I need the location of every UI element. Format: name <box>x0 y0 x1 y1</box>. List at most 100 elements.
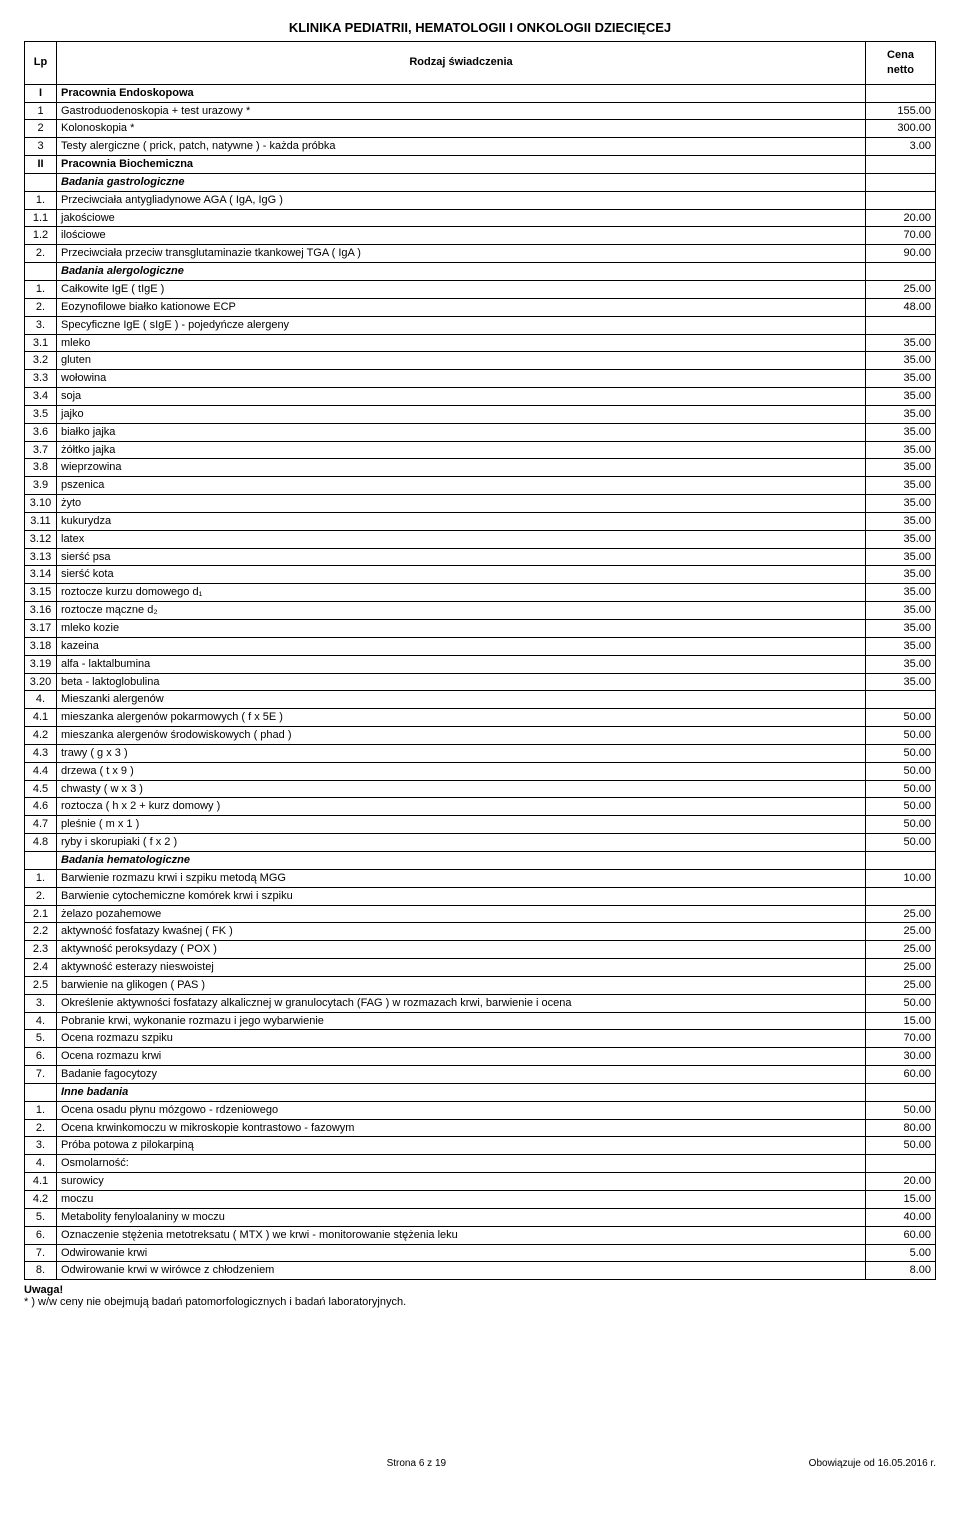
table-row: 2Kolonoskopia *300.00 <box>25 120 936 138</box>
cell-lp: 1. <box>25 1101 57 1119</box>
cell-desc: aktywność esterazy nieswoistej <box>57 959 866 977</box>
cell-desc: moczu <box>57 1191 866 1209</box>
table-row: 1.2ilościowe70.00 <box>25 227 936 245</box>
cell-desc: roztocze kurzu domowego d₁ <box>57 584 866 602</box>
cell-price: 20.00 <box>866 209 936 227</box>
table-row: 3.17mleko kozie35.00 <box>25 620 936 638</box>
table-row: 3.15roztocze kurzu domowego d₁35.00 <box>25 584 936 602</box>
cell-lp: 1.2 <box>25 227 57 245</box>
table-row: 4.1mieszanka alergenów pokarmowych ( f x… <box>25 709 936 727</box>
cell-lp: 3. <box>25 316 57 334</box>
table-row: 3.20beta - laktoglobulina35.00 <box>25 673 936 691</box>
cell-desc: Metabolity fenyloalaniny w moczu <box>57 1208 866 1226</box>
table-row: 3.4soja35.00 <box>25 388 936 406</box>
cell-price: 25.00 <box>866 959 936 977</box>
cell-lp: 4.1 <box>25 709 57 727</box>
cell-price: 35.00 <box>866 620 936 638</box>
cell-lp: 4.7 <box>25 816 57 834</box>
table-row: 4.3trawy ( g x 3 )50.00 <box>25 744 936 762</box>
table-row: 3.14sierść kota35.00 <box>25 566 936 584</box>
cell-desc: żółtko jajka <box>57 441 866 459</box>
cell-desc: mieszanka alergenów pokarmowych ( f x 5E… <box>57 709 866 727</box>
cell-price: 35.00 <box>866 637 936 655</box>
cell-price: 35.00 <box>866 495 936 513</box>
table-row: 2.Eozynofilowe białko kationowe ECP48.00 <box>25 298 936 316</box>
cell-desc: barwienie na glikogen ( PAS ) <box>57 976 866 994</box>
table-row: 1.Całkowite IgE ( tIgE )25.00 <box>25 280 936 298</box>
table-row: 3.1mleko35.00 <box>25 334 936 352</box>
cell-lp: 3.16 <box>25 602 57 620</box>
cell-desc: sierść psa <box>57 548 866 566</box>
cell-desc: Przeciwciała antygliadynowe AGA ( IgA, I… <box>57 191 866 209</box>
cell-lp: 3.20 <box>25 673 57 691</box>
cell-lp: 5. <box>25 1030 57 1048</box>
cell-lp: 4.8 <box>25 834 57 852</box>
cell-lp: 2. <box>25 1119 57 1137</box>
cell-desc: Badania gastrologiczne <box>57 173 866 191</box>
cell-price: 35.00 <box>866 512 936 530</box>
table-row: 1.Przeciwciała antygliadynowe AGA ( IgA,… <box>25 191 936 209</box>
table-row: 1Gastroduodenoskopia + test urazowy *155… <box>25 102 936 120</box>
cell-price: 30.00 <box>866 1048 936 1066</box>
cell-lp: 6. <box>25 1226 57 1244</box>
cell-price: 35.00 <box>866 459 936 477</box>
cell-price: 50.00 <box>866 762 936 780</box>
cell-price: 80.00 <box>866 1119 936 1137</box>
cell-desc: sierść kota <box>57 566 866 584</box>
cell-desc: wołowina <box>57 370 866 388</box>
cell-desc: Osmolarność: <box>57 1155 866 1173</box>
table-row: 3.18kazeina35.00 <box>25 637 936 655</box>
page-footer: Strona 6 z 19 Obowiązuje od 16.05.2016 r… <box>24 1458 936 1469</box>
cell-lp: 4.1 <box>25 1173 57 1191</box>
header-price: Cena netto <box>866 42 936 85</box>
cell-desc: Odwirowanie krwi w wirówce z chłodzeniem <box>57 1262 866 1280</box>
cell-desc: roztocze mączne d₂ <box>57 602 866 620</box>
cell-desc: Specyficzne IgE ( sIgE ) - pojedyńcze al… <box>57 316 866 334</box>
cell-lp: 4.3 <box>25 744 57 762</box>
table-row: 2.4aktywność esterazy nieswoistej25.00 <box>25 959 936 977</box>
cell-lp <box>25 851 57 869</box>
cell-lp: 3.6 <box>25 423 57 441</box>
cell-lp: 4.2 <box>25 1191 57 1209</box>
cell-lp: 2. <box>25 887 57 905</box>
table-row: 4.5chwasty ( w x 3 )50.00 <box>25 780 936 798</box>
table-row: 3.7żółtko jajka35.00 <box>25 441 936 459</box>
cell-price: 35.00 <box>866 548 936 566</box>
table-row: IIPracownia Biochemiczna <box>25 156 936 174</box>
page-number: Strona 6 z 19 <box>24 1458 809 1469</box>
cell-price: 50.00 <box>866 1137 936 1155</box>
cell-price: 50.00 <box>866 1101 936 1119</box>
cell-price: 35.00 <box>866 370 936 388</box>
table-row: 3Testy alergiczne ( prick, patch, natywn… <box>25 138 936 156</box>
cell-lp: 4.5 <box>25 780 57 798</box>
cell-lp: 3.2 <box>25 352 57 370</box>
cell-desc: Odwirowanie krwi <box>57 1244 866 1262</box>
cell-price: 25.00 <box>866 905 936 923</box>
cell-desc: trawy ( g x 3 ) <box>57 744 866 762</box>
cell-price: 48.00 <box>866 298 936 316</box>
cell-lp <box>25 173 57 191</box>
table-row: 4.4drzewa ( t x 9 )50.00 <box>25 762 936 780</box>
footnote-block: Uwaga! * ) w/w ceny nie obejmują badań p… <box>24 1284 936 1308</box>
cell-desc: Pracownia Biochemiczna <box>57 156 866 174</box>
cell-lp: 1. <box>25 869 57 887</box>
cell-price: 35.00 <box>866 584 936 602</box>
cell-desc: aktywność peroksydazy ( POX ) <box>57 941 866 959</box>
cell-price: 155.00 <box>866 102 936 120</box>
cell-lp: 3.5 <box>25 405 57 423</box>
cell-desc: drzewa ( t x 9 ) <box>57 762 866 780</box>
table-row: 7.Odwirowanie krwi5.00 <box>25 1244 936 1262</box>
cell-price <box>866 316 936 334</box>
cell-price: 50.00 <box>866 744 936 762</box>
cell-lp: II <box>25 156 57 174</box>
cell-price: 8.00 <box>866 1262 936 1280</box>
cell-price <box>866 1083 936 1101</box>
cell-lp: 4.6 <box>25 798 57 816</box>
cell-desc: żelazo pozahemowe <box>57 905 866 923</box>
cell-lp: 3. <box>25 994 57 1012</box>
table-row: 4.8ryby i skorupiaki ( f x 2 )50.00 <box>25 834 936 852</box>
table-row: Badania gastrologiczne <box>25 173 936 191</box>
cell-desc: mleko kozie <box>57 620 866 638</box>
cell-desc: Barwienie cytochemiczne komórek krwi i s… <box>57 887 866 905</box>
table-row: 1.Barwienie rozmazu krwi i szpiku metodą… <box>25 869 936 887</box>
